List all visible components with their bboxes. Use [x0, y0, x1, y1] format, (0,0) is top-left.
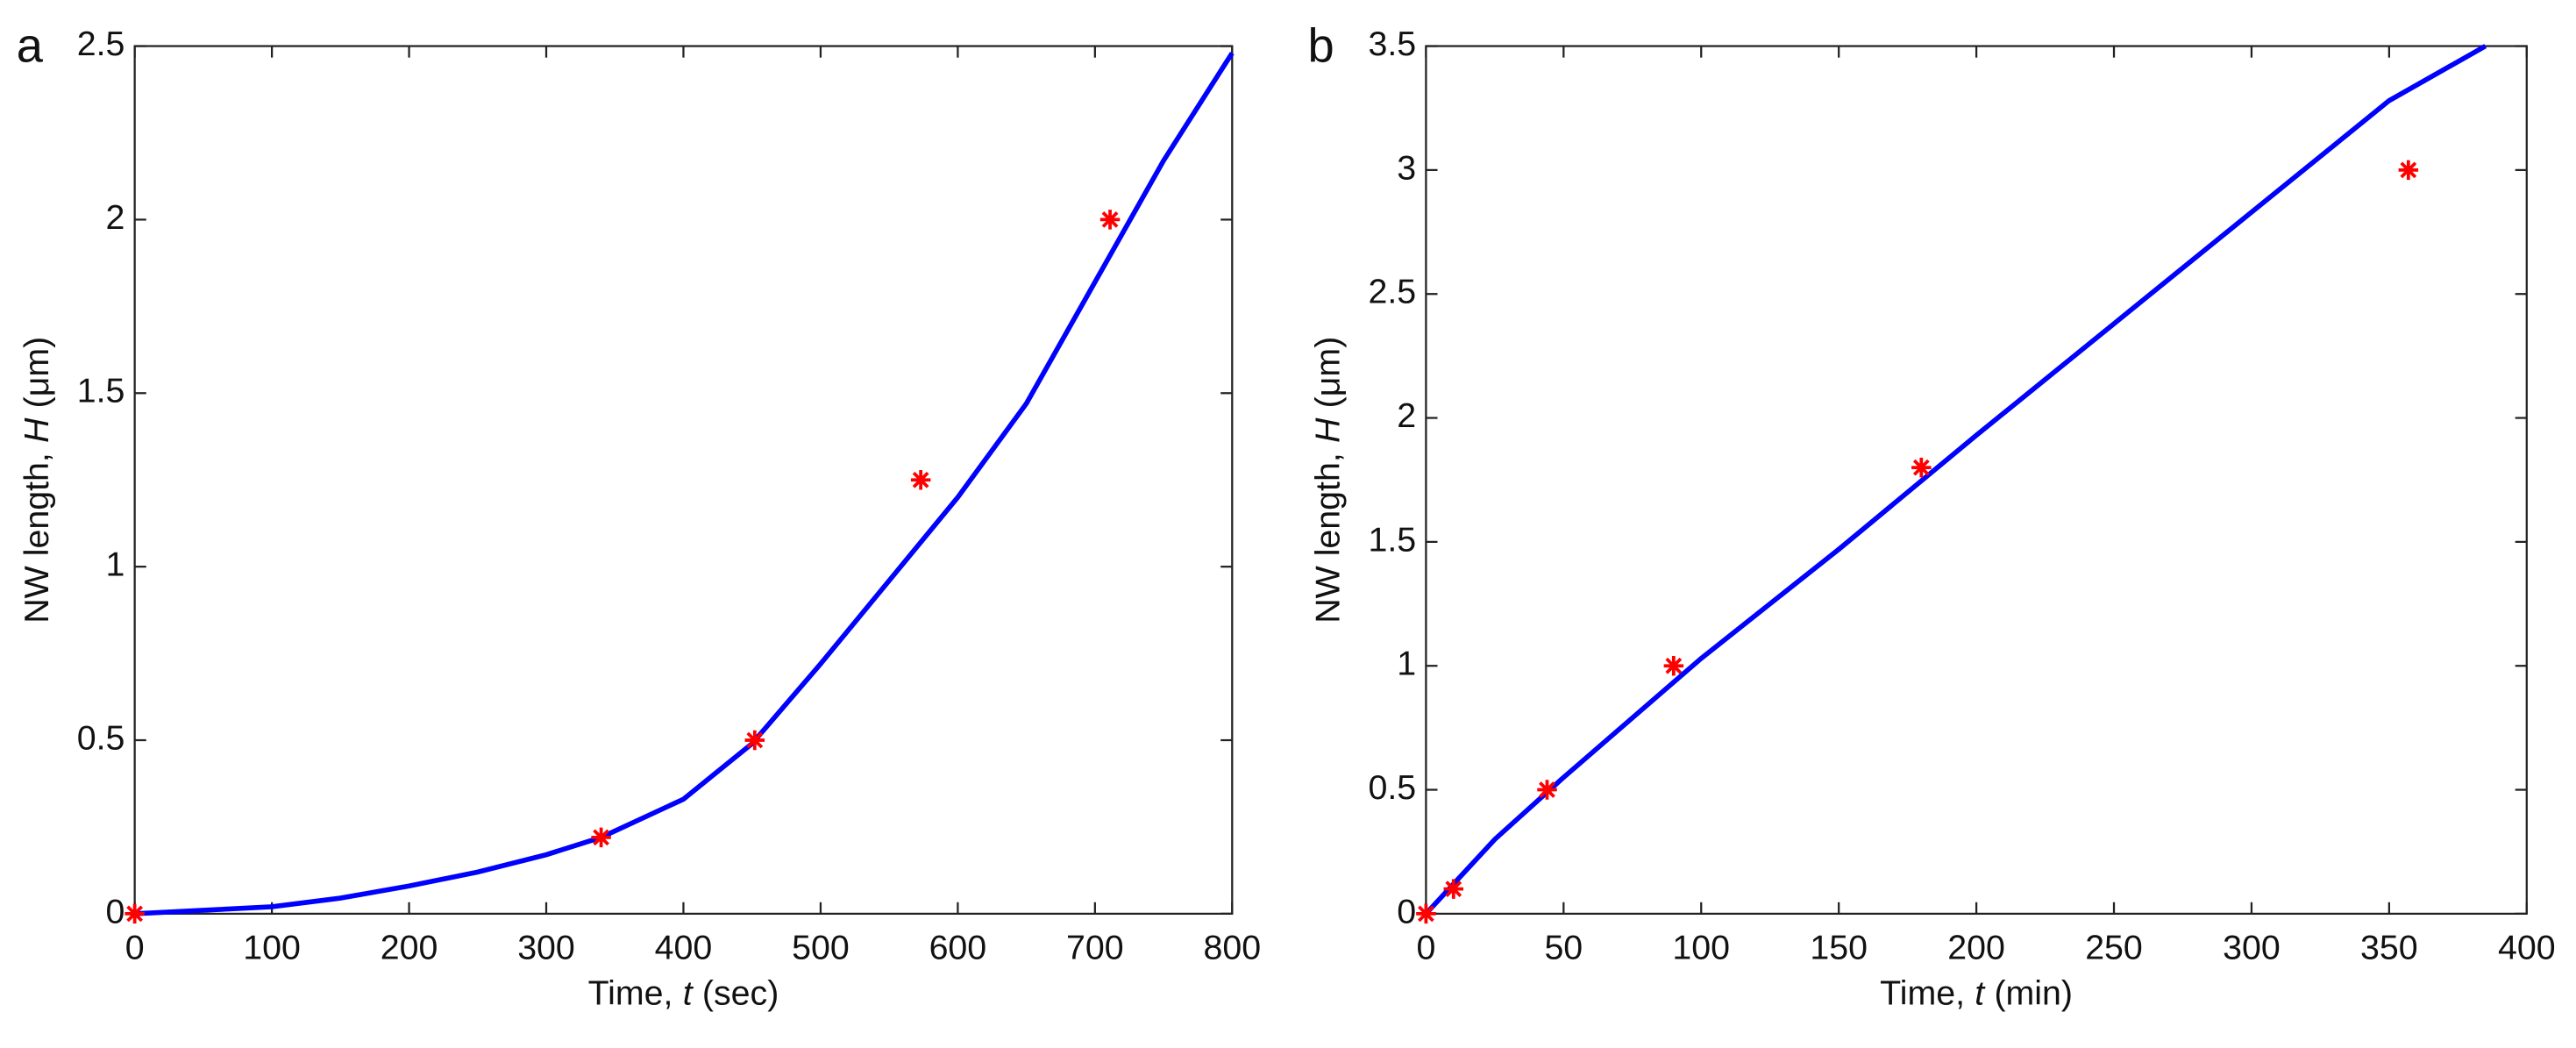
axis-label-part: (min) — [1994, 974, 2073, 1013]
axis-label-part: Time, — [1880, 974, 1965, 1013]
data-point — [1416, 903, 1436, 924]
y-tick-label: 3 — [1397, 148, 1416, 187]
x-tick-label: 350 — [2360, 928, 2418, 966]
chart-panel: 0 50 100 150 200 250 300 350 400 0 0.5 1 1.5 2 2.5 3 3.5… — [1307, 19, 2555, 1013]
axis-label-part: H — [18, 417, 56, 443]
y-tick-label: 1.5 — [77, 372, 125, 410]
axis-label-part: t — [1975, 974, 1986, 1013]
fit-line — [134, 51, 1235, 916]
data-point — [591, 827, 611, 848]
x-tick-label: 50 — [1544, 928, 1583, 966]
y-tick-label: 0.5 — [77, 718, 125, 757]
panel-label: b — [1307, 19, 1334, 73]
axis-label-part: NW length, — [1309, 453, 1348, 624]
axis-label: NW length, H (μm) — [1309, 337, 1348, 624]
x-tick-label: 300 — [517, 928, 575, 966]
data-point — [744, 730, 765, 751]
plot-frame — [1425, 45, 2528, 916]
axis-label-part: Time, — [588, 974, 673, 1013]
y-tick-label: 1.5 — [1368, 520, 1416, 559]
y-tick-label: 3.5 — [1368, 25, 1416, 63]
axis-label-part: (sec) — [702, 974, 779, 1013]
x-tick-label: 200 — [1947, 928, 2005, 966]
y-tick-label: 2 — [1397, 396, 1416, 435]
axis-label-part: t — [683, 974, 694, 1013]
y-tick-label: 0 — [106, 892, 125, 930]
fit-line — [1424, 44, 2487, 916]
axis-label: Time, t (min) — [1880, 974, 2073, 1013]
x-tick-label: 300 — [2223, 928, 2281, 966]
data-point — [1537, 780, 1557, 800]
x-tick-label: 100 — [1672, 928, 1730, 966]
axis-label-part: (μm) — [18, 337, 56, 409]
x-tick-label: 700 — [1066, 928, 1124, 966]
x-tick-label: 100 — [243, 928, 301, 966]
data-point — [125, 903, 145, 924]
panel-label: a — [17, 19, 44, 73]
x-tick-label: 0 — [1416, 928, 1435, 966]
x-tick-label: 400 — [655, 928, 713, 966]
y-tick-label: 0.5 — [1368, 768, 1416, 807]
data-point — [1663, 655, 1684, 676]
x-tick-label: 600 — [929, 928, 987, 966]
y-tick-label: 2.5 — [77, 25, 125, 63]
data-point — [910, 469, 931, 490]
x-tick-label: 800 — [1203, 928, 1261, 966]
x-tick-label: 200 — [381, 928, 438, 966]
x-tick-label: 150 — [1810, 928, 1868, 966]
x-tick-label: 250 — [2085, 928, 2143, 966]
axis-label-part: (μm) — [1309, 337, 1348, 409]
y-tick-label: 1 — [1397, 645, 1416, 683]
y-tick-label: 0 — [1397, 892, 1416, 930]
data-point — [1099, 210, 1121, 230]
axis-label: Time, t (sec) — [588, 974, 779, 1013]
x-tick-label: 500 — [792, 928, 850, 966]
axis-label-part: NW length, — [18, 453, 56, 624]
x-tick-label: 0 — [125, 928, 145, 966]
data-point — [1911, 457, 1932, 478]
chart-panel: 0 100 200 300 400 500 600 700 800 0 0.5 1 1.5 2 2.5 Tim… — [17, 19, 1261, 1013]
y-tick-label: 2 — [106, 198, 125, 237]
y-tick-label: 2.5 — [1368, 273, 1416, 311]
x-tick-label: 400 — [2498, 928, 2556, 966]
plot-frame — [133, 45, 1234, 916]
axis-label: NW length, H (μm) — [18, 337, 56, 624]
y-tick-label: 1 — [106, 545, 125, 584]
data-point — [1443, 879, 1464, 899]
data-point — [2398, 160, 2419, 181]
axis-label-part: H — [1309, 417, 1348, 443]
